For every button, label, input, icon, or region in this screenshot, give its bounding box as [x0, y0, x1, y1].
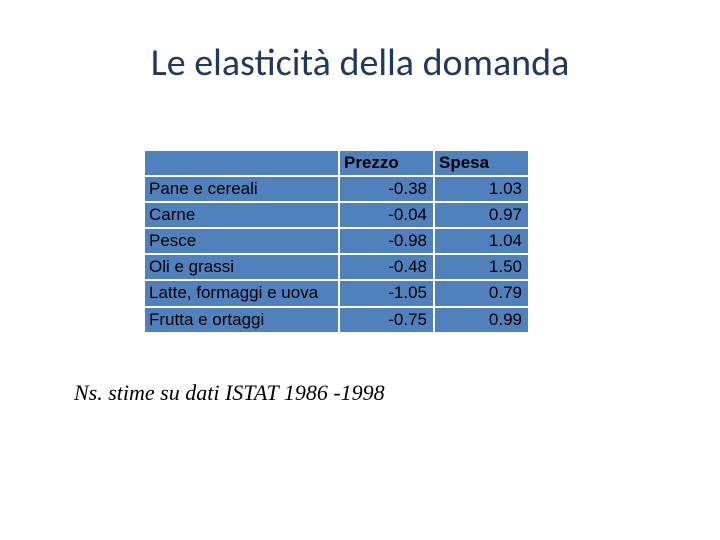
row-prezzo: -0.98 — [339, 228, 434, 254]
row-label: Carne — [144, 202, 339, 228]
row-spesa: 1.04 — [434, 228, 529, 254]
row-spesa: 1.50 — [434, 254, 529, 280]
header-prezzo: Prezzo — [339, 150, 434, 176]
table-row: Pesce -0.98 1.04 — [144, 228, 529, 254]
table-header-row: Prezzo Spesa — [144, 150, 529, 176]
table-row: Carne -0.04 0.97 — [144, 202, 529, 228]
row-label: Oli e grassi — [144, 254, 339, 280]
table-row: Frutta e ortaggi -0.75 0.99 — [144, 307, 529, 333]
row-spesa: 1.03 — [434, 176, 529, 202]
row-prezzo: -0.38 — [339, 176, 434, 202]
slide: Le elasticità della domanda Prezzo Spesa… — [0, 0, 720, 540]
row-spesa: 0.99 — [434, 307, 529, 333]
header-blank — [144, 150, 339, 176]
table-row: Oli e grassi -0.48 1.50 — [144, 254, 529, 280]
elasticity-table: Prezzo Spesa Pane e cereali -0.38 1.03 C… — [143, 149, 530, 334]
row-prezzo: -0.75 — [339, 307, 434, 333]
page-title: Le elasticità della domanda — [0, 40, 720, 86]
row-prezzo: -0.48 — [339, 254, 434, 280]
row-spesa: 0.79 — [434, 280, 529, 306]
source-note: Ns. stime su dati ISTAT 1986 -1998 — [74, 380, 385, 406]
row-prezzo: -0.04 — [339, 202, 434, 228]
row-label: Pesce — [144, 228, 339, 254]
row-label: Latte, formaggi e uova — [144, 280, 339, 306]
elasticity-table-wrap: Prezzo Spesa Pane e cereali -0.38 1.03 C… — [143, 149, 530, 334]
table-row: Pane e cereali -0.38 1.03 — [144, 176, 529, 202]
row-spesa: 0.97 — [434, 202, 529, 228]
header-spesa: Spesa — [434, 150, 529, 176]
row-label: Frutta e ortaggi — [144, 307, 339, 333]
table-row: Latte, formaggi e uova -1.05 0.79 — [144, 280, 529, 306]
row-prezzo: -1.05 — [339, 280, 434, 306]
row-label: Pane e cereali — [144, 176, 339, 202]
